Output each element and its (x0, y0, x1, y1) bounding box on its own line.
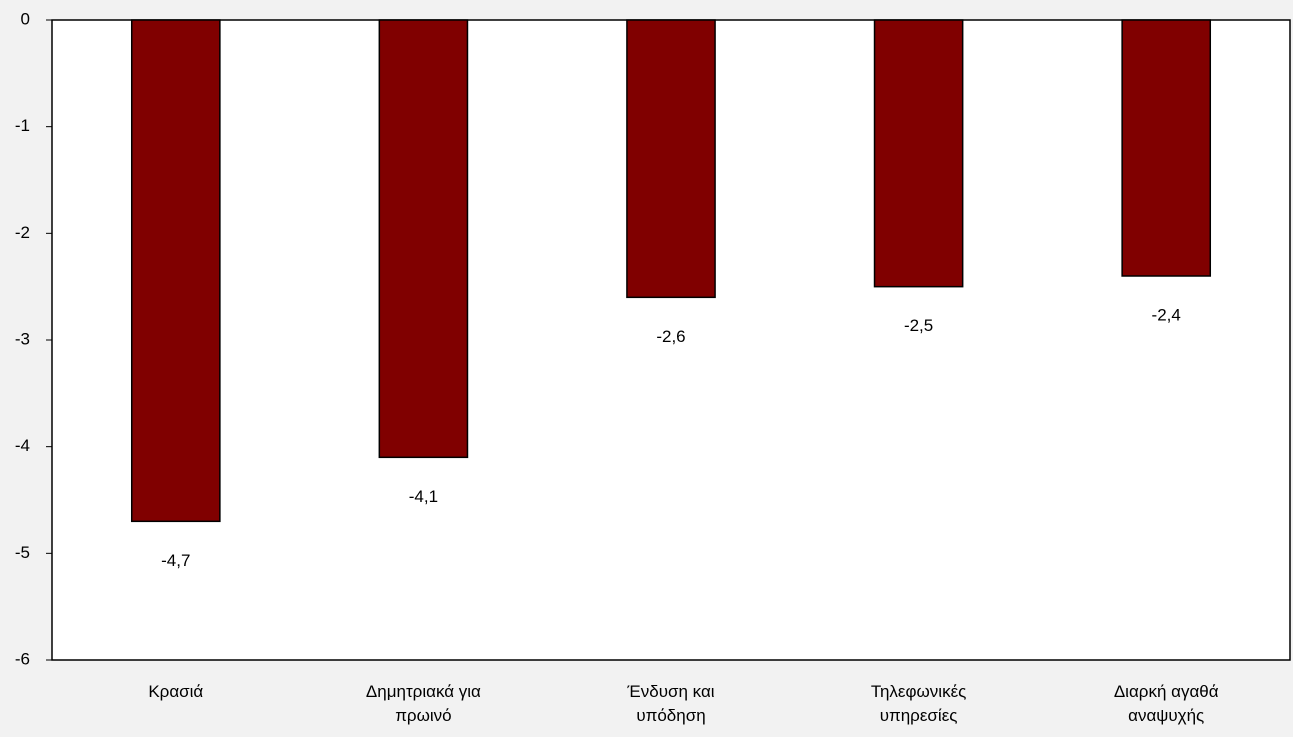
x-tick-label: Κρασιά (148, 682, 204, 701)
y-tick-label: 0 (21, 9, 30, 28)
x-tick-label: Διαρκή αγαθά αναψυχής (1113, 682, 1219, 725)
bar (626, 19, 716, 299)
value-label: -4,1 (409, 487, 438, 506)
y-tick-label: -5 (15, 543, 30, 562)
value-label: -2,5 (904, 316, 933, 335)
value-label: -4,7 (161, 551, 190, 570)
x-tick-label: Τηλεφωνικές υπηρεσίες (870, 682, 967, 725)
value-label: -2,4 (1152, 305, 1181, 324)
x-tick-label: Δημητριακά για πρωινό (365, 682, 481, 725)
bar (873, 19, 964, 288)
y-tick-label: -1 (15, 116, 30, 135)
y-tick-label: -4 (15, 436, 30, 455)
y-tick-label: -6 (15, 649, 30, 668)
y-tick-label: -2 (15, 223, 30, 242)
y-tick-label: -3 (15, 329, 30, 348)
bar (1121, 19, 1212, 277)
x-tick-label: Ένδυση και υπόδηση (627, 682, 715, 725)
bar (130, 19, 221, 523)
bar (378, 19, 469, 459)
value-label: -2,6 (656, 327, 685, 346)
